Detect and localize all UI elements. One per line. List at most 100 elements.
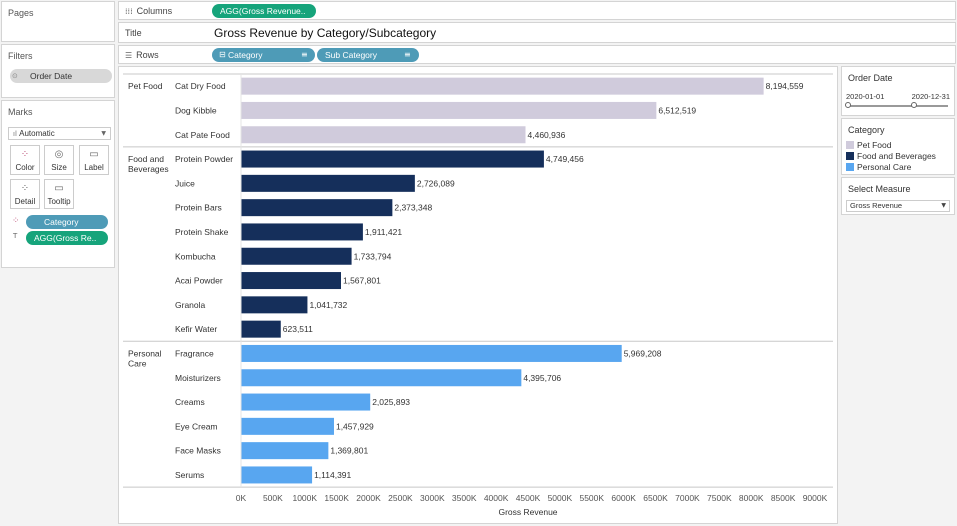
sheet-title: Gross Revenue by Category/Subcategory xyxy=(214,26,437,40)
bar xyxy=(241,101,657,119)
x-tick-label: 3000K xyxy=(420,493,445,503)
marks-card: Marks ıl Automatic ▼ ⁘ Color ◎ Size ▭ Label… xyxy=(1,100,115,268)
rows-pill-category[interactable]: Category xyxy=(212,48,315,62)
data-label: 2,726,089 xyxy=(417,178,455,188)
sort-icon: ≡ xyxy=(404,50,411,59)
bar xyxy=(241,77,764,95)
bar xyxy=(241,320,281,338)
slider-handle-start[interactable] xyxy=(845,102,851,108)
x-tick-label: 6500K xyxy=(643,493,668,503)
x-tick-label: 9000K xyxy=(803,493,828,503)
subcategory-label: Cat Pate Food xyxy=(175,130,230,140)
legend-item-food-and-beverages[interactable]: Food and Beverages xyxy=(846,151,936,161)
chart-view: Pet Food Cat Dry Food 8,194,559 Dog Kibble 6… xyxy=(118,66,838,524)
data-label: 1,041,732 xyxy=(309,300,347,310)
subcategory-label: Kombucha xyxy=(175,251,216,261)
select-measure-card: Select Measure Gross Revenue ▼ xyxy=(841,177,955,215)
category-label: Pet Food xyxy=(128,81,163,91)
data-label: 1,457,929 xyxy=(336,421,374,431)
x-tick-label: 7000K xyxy=(675,493,700,503)
bar xyxy=(241,126,526,144)
subcategory-label: Protein Shake xyxy=(175,227,229,237)
marks-pill-category[interactable]: Category xyxy=(26,215,108,229)
data-label: 6,512,519 xyxy=(658,105,696,115)
subcategory-label: Kefir Water xyxy=(175,324,217,334)
data-label: 623,511 xyxy=(283,324,313,334)
pages-shelf[interactable]: Pages xyxy=(1,1,115,42)
bar xyxy=(241,223,363,241)
select-measure-title: Select Measure xyxy=(848,184,911,194)
mark-type-dropdown[interactable]: ıl Automatic ▼ xyxy=(8,127,111,140)
title-shelf-label: Title xyxy=(125,28,142,38)
x-tick-label: 3500K xyxy=(452,493,477,503)
bar xyxy=(241,393,371,411)
data-label: 4,749,456 xyxy=(546,154,584,164)
subcategory-label: Eye Cream xyxy=(175,421,218,431)
marks-title: Marks xyxy=(8,107,33,117)
slider-handle-end[interactable] xyxy=(911,102,917,108)
rows-shelf[interactable]: ☰ Rows Category ⊟ ≡ Sub Category ≡ xyxy=(118,45,956,64)
chevron-down-icon: ▼ xyxy=(101,130,106,137)
legend-item-pet-food[interactable]: Pet Food xyxy=(846,140,892,150)
x-tick-label: 8500K xyxy=(771,493,796,503)
tooltip-button[interactable]: ▭ Tooltip xyxy=(44,179,74,209)
marks-pill-gross-revenue[interactable]: AGG(Gross Re.. xyxy=(26,231,108,245)
data-label: 4,460,936 xyxy=(528,130,566,140)
bar-chart: Pet Food Cat Dry Food 8,194,559 Dog Kibble 6… xyxy=(123,73,833,517)
rows-icon: ☰ xyxy=(125,51,133,60)
legend-item-personal-care[interactable]: Personal Care xyxy=(846,162,911,172)
date-range-slider[interactable] xyxy=(848,105,948,107)
filter-pill-order-date[interactable]: Order Date xyxy=(10,69,112,83)
category-label: Care xyxy=(128,358,147,368)
bar-chart-icon: ıl xyxy=(13,130,20,138)
legend-swatch xyxy=(846,152,854,160)
filters-shelf[interactable]: Filters Order Date ⊙ xyxy=(1,44,115,98)
columns-label: Columns xyxy=(136,6,173,16)
rows-label: Rows xyxy=(136,50,159,60)
color-button[interactable]: ⁘ Color xyxy=(10,145,40,175)
x-tick-label: 4500K xyxy=(516,493,541,503)
bar xyxy=(241,296,308,314)
color-marks-icon: ⁘ xyxy=(12,216,20,226)
expand-icon: ⊟ xyxy=(219,50,226,59)
size-button[interactable]: ◎ Size xyxy=(44,145,74,175)
bar xyxy=(241,417,334,435)
tooltip-icon: ▭ xyxy=(54,183,64,194)
size-icon: ◎ xyxy=(54,149,64,160)
x-tick-label: 500K xyxy=(263,493,283,503)
x-tick-label: 5500K xyxy=(579,493,604,503)
date-end: 2020-12-31 xyxy=(911,92,950,101)
x-axis-title: Gross Revenue xyxy=(498,507,557,517)
title-shelf[interactable]: Title Gross Revenue by Category/Subcateg… xyxy=(118,22,956,43)
bar xyxy=(241,199,393,217)
columns-shelf[interactable]: ⁞⁞⁞ Columns AGG(Gross Revenue.. xyxy=(118,1,956,20)
subcategory-label: Moisturizers xyxy=(175,373,221,383)
rows-pill-sub-category[interactable]: Sub Category xyxy=(317,48,419,62)
color-icon: ⁘ xyxy=(20,149,30,160)
bar xyxy=(241,174,415,192)
x-tick-label: 7500K xyxy=(707,493,732,503)
bar xyxy=(241,247,352,265)
bar xyxy=(241,344,622,362)
x-tick-label: 1500K xyxy=(324,493,349,503)
data-label: 1,733,794 xyxy=(354,251,392,261)
select-measure-dropdown[interactable]: Gross Revenue ▼ xyxy=(846,200,950,212)
columns-pill-gross-revenue[interactable]: AGG(Gross Revenue.. xyxy=(212,4,316,18)
subcategory-label: Fragrance xyxy=(175,348,214,358)
detail-button[interactable]: ⁘ Detail xyxy=(10,179,40,209)
label-button[interactable]: ▭ Label xyxy=(79,145,109,175)
subcategory-label: Serums xyxy=(175,470,204,480)
subcategory-label: Juice xyxy=(175,178,195,188)
filter-icon: ⊙ xyxy=(12,72,18,80)
x-tick-label: 6000K xyxy=(611,493,636,503)
data-label: 1,114,391 xyxy=(314,470,351,480)
subcategory-label: Protein Bars xyxy=(175,203,222,213)
data-label: 4,395,706 xyxy=(523,373,561,383)
bar xyxy=(241,272,341,290)
legend-swatch xyxy=(846,163,854,171)
order-date-title: Order Date xyxy=(848,73,893,83)
bar xyxy=(241,442,329,460)
data-label: 5,969,208 xyxy=(624,348,662,358)
date-start: 2020-01-01 xyxy=(846,92,885,101)
category-label: Personal xyxy=(128,348,162,358)
